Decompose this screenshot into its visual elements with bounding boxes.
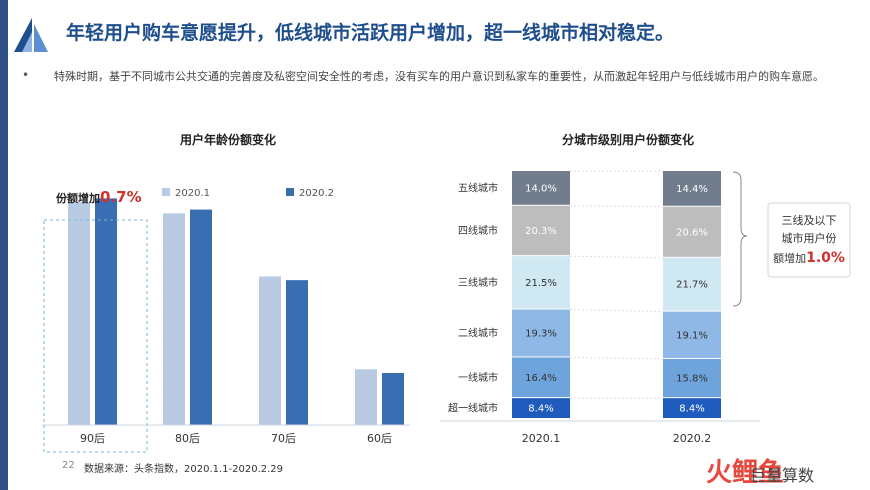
age-tick-70后: 70后 xyxy=(271,432,296,445)
city-seg-超一线城市-2020.2 xyxy=(663,398,721,418)
age-annotation-prefix: 份额增加 xyxy=(56,191,100,205)
age-bar-70后-2020.1 xyxy=(259,276,281,425)
age-tick-60后: 60后 xyxy=(367,432,392,445)
age-bar-70后-2020.2 xyxy=(286,280,308,425)
age-bar-90后-2020.1 xyxy=(68,202,90,425)
city-tier-label-二线城市: 二线城市 xyxy=(458,326,498,339)
age-tick-80后: 80后 xyxy=(175,432,200,445)
city-seg-label-超一线城市-2020.2: 8.4% xyxy=(679,404,704,415)
age-bar-80后-2020.1 xyxy=(163,213,185,425)
city-seg-label-二线城市-2020.1: 19.3% xyxy=(525,328,557,339)
city-tick-2020.2: 2020.2 xyxy=(673,432,712,445)
city-seg-一线城市-2020.1 xyxy=(512,357,570,398)
city-seg-label-四线城市-2020.1: 20.3% xyxy=(525,226,557,237)
city-tier-label-一线城市: 一线城市 xyxy=(458,371,498,384)
data-source-note: 数据来源：头条指数，2020.1.1-2020.2.29 xyxy=(84,464,284,475)
age-tick-90后: 90后 xyxy=(80,432,105,445)
page-number: 22 xyxy=(62,460,75,471)
city-annotation-box xyxy=(767,202,851,278)
city-brace xyxy=(732,171,748,307)
age-legend-label-2020.1: 2020.1 xyxy=(175,188,210,199)
city-tier-label-超一线城市: 超一线城市 xyxy=(448,402,498,415)
city-seg-三线城市-2020.1 xyxy=(512,256,570,309)
city-seg-四线城市-2020.2 xyxy=(663,206,721,257)
city-seg-label-超一线城市-2020.1: 8.4% xyxy=(528,404,553,415)
city-seg-三线城市-2020.2 xyxy=(663,257,721,311)
city-seg-超一线城市-2020.1 xyxy=(512,398,570,418)
city-seg-label-三线城市-2020.1: 21.5% xyxy=(525,278,557,289)
city-seg-二线城市-2020.1 xyxy=(512,309,570,357)
city-annotation-prefix: 额增加 xyxy=(773,251,806,265)
age-legend-swatch-2020.1 xyxy=(162,188,170,196)
brand-mark: 火鲤鱼 xyxy=(706,458,785,488)
age-bar-60后-2020.2 xyxy=(382,373,404,425)
city-tier-label-五线城市: 五线城市 xyxy=(458,181,498,194)
city-annotation-line1: 三线及以下 xyxy=(782,213,837,227)
age-bar-90后-2020.2 xyxy=(95,198,117,425)
city-chart-title: 分城市级别用户份额变化 xyxy=(562,132,694,147)
age-bar-60后-2020.1 xyxy=(355,369,377,425)
city-seg-四线城市-2020.1 xyxy=(512,205,570,256)
age-highlight-box xyxy=(43,219,148,453)
left-accent-stripe xyxy=(0,0,8,490)
bullet-marker: • xyxy=(22,68,30,82)
city-seg-label-五线城市-2020.2: 14.4% xyxy=(676,184,708,195)
age-bar-80后-2020.2 xyxy=(190,209,212,425)
city-annotation-line3: 额增加1.0% xyxy=(773,250,845,266)
city-seg-五线城市-2020.1 xyxy=(512,171,570,205)
age-legend-swatch-2020.2 xyxy=(286,188,294,196)
brand-logo: 火鲤鱼 巨量算数 xyxy=(706,452,866,488)
brand-name: 巨量算数 xyxy=(750,466,815,485)
city-tier-label-四线城市: 四线城市 xyxy=(458,224,498,237)
city-connector-一线城市 xyxy=(569,356,664,360)
city-seg-label-三线城市-2020.2: 21.7% xyxy=(676,280,708,291)
city-seg-label-一线城市-2020.2: 15.8% xyxy=(676,374,708,385)
age-annotation-value: 0.7% xyxy=(100,188,142,206)
city-tier-label-三线城市: 三线城市 xyxy=(458,276,498,289)
city-annotation-line2: 城市用户份 xyxy=(782,231,837,245)
age-annotation: 份额增加0.7% xyxy=(56,188,142,206)
age-chart-title: 用户年龄份额变化 xyxy=(179,132,276,147)
city-connector-四线城市 xyxy=(569,205,664,208)
city-seg-五线城市-2020.2 xyxy=(663,171,721,206)
city-seg-label-四线城市-2020.2: 20.6% xyxy=(676,227,708,238)
city-seg-label-五线城市-2020.1: 14.0% xyxy=(525,183,557,194)
city-seg-二线城市-2020.2 xyxy=(663,311,721,358)
city-seg-label-二线城市-2020.2: 19.1% xyxy=(676,330,708,341)
logo-icon xyxy=(14,18,48,52)
city-tick-2020.1: 2020.1 xyxy=(522,432,561,445)
city-annotation-value: 1.0% xyxy=(806,250,845,266)
page-description: 特殊时期，基于不同城市公共交通的完善度及私密空间安全性的考虑，没有买车的用户意识… xyxy=(54,70,824,83)
city-seg-一线城市-2020.2 xyxy=(663,358,721,398)
city-connector-三线城市 xyxy=(569,255,664,259)
city-seg-label-一线城市-2020.1: 16.4% xyxy=(525,373,557,384)
page-title: 年轻用户购车意愿提升，低线城市活跃用户增加，超一线城市相对稳定。 xyxy=(66,22,675,44)
city-connector-二线城市 xyxy=(569,309,664,313)
age-legend-label-2020.2: 2020.2 xyxy=(299,188,334,199)
